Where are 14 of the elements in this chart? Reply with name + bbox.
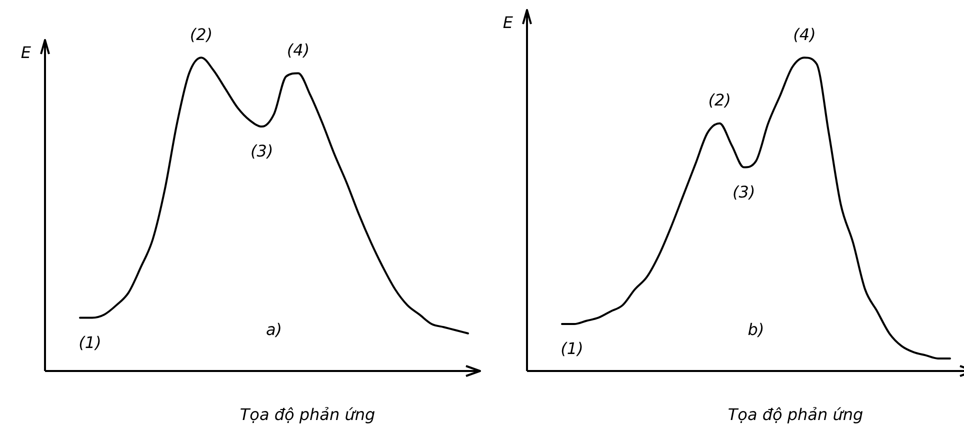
annotation: (3) — [732, 182, 756, 202]
y-axis-title: E — [502, 13, 514, 32]
annotation: (4) — [286, 40, 310, 60]
text: (4) — [793, 24, 816, 44]
annotation: a) — [266, 320, 282, 340]
annotation: (1) — [560, 339, 584, 358]
annotation: (2) — [708, 90, 731, 110]
y-axis-title: E — [20, 43, 32, 62]
annotation: (1) — [78, 332, 102, 352]
annotation: b) — [748, 320, 764, 340]
text: (2) — [190, 24, 213, 44]
x-axis-title: Tọa độ phản ứng — [728, 405, 864, 424]
x-axis-title: Tọa độ phản ứng — [240, 405, 376, 424]
annotation: (3) — [250, 142, 274, 161]
